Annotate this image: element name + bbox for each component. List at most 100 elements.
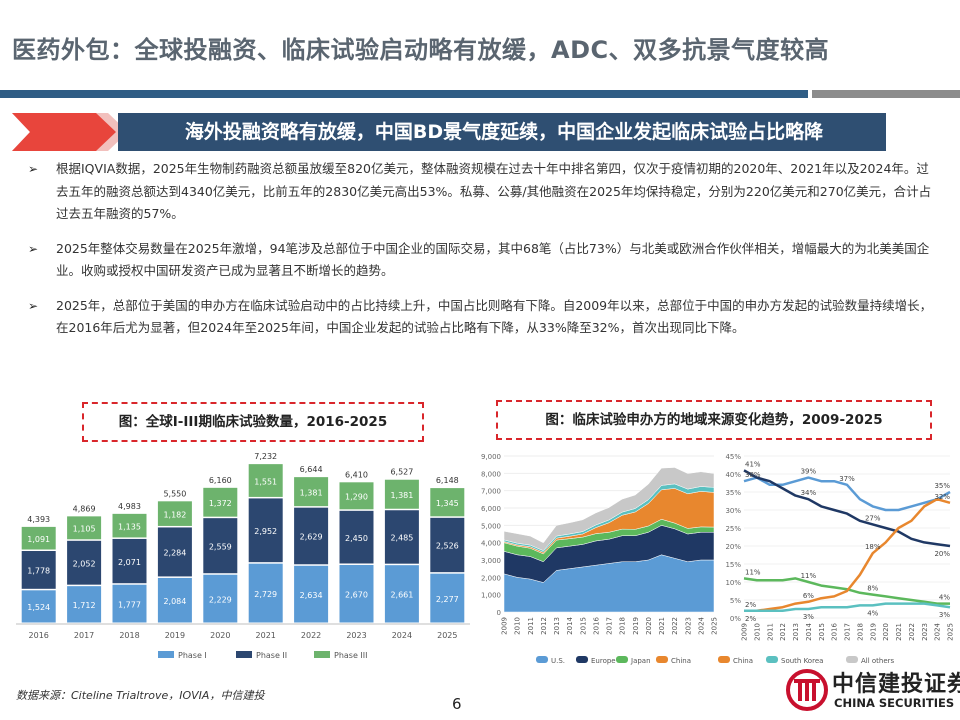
legend-swatch xyxy=(236,651,252,658)
bullet-text: 根据IQVIA数据，2025年生物制药融资总额虽放缓至820亿美元，整体融资规模… xyxy=(56,161,932,221)
bar-value-label: 1,372 xyxy=(209,499,232,508)
line-data-label: 34% xyxy=(801,489,817,497)
y-tick-label: 20% xyxy=(725,543,741,551)
title-rule xyxy=(0,90,808,98)
legend-swatch xyxy=(576,656,588,663)
caption-right-charts: 图：临床试验申办方的地域来源变化趋势，2009-2025 xyxy=(496,400,932,440)
x-tick-label: 2011 xyxy=(766,623,774,641)
logo-company-english: CHINA SECURITIES xyxy=(834,696,955,710)
line-data-label: 20% xyxy=(934,550,950,558)
bar-value-label: 1,551 xyxy=(254,477,277,486)
y-tick-label: 0 xyxy=(497,609,501,617)
x-tick-label: 2017 xyxy=(606,617,614,635)
x-tick-label: 2025 xyxy=(711,617,719,635)
bar-value-label: 2,629 xyxy=(300,533,323,542)
y-tick-label: 15% xyxy=(725,561,741,569)
bullet-item-trials: ➢ 2025年，总部位于美国的申办方在临床试验启动中的占比持续上升，中国占比则略… xyxy=(28,295,940,340)
bar-total-label: 6,160 xyxy=(209,476,232,485)
bar-value-label: 2,729 xyxy=(254,590,277,599)
bar-segment xyxy=(67,540,102,585)
x-tick-label: 2015 xyxy=(818,623,826,641)
line-data-label: 4% xyxy=(867,609,878,617)
line-data-label: 2% xyxy=(745,615,756,623)
bar-value-label: 2,526 xyxy=(436,542,459,551)
y-tick-label: 4,000 xyxy=(481,540,501,548)
bar-value-label: 1,777 xyxy=(118,600,141,609)
legend-swatch xyxy=(314,651,330,658)
legend-label: U.S. xyxy=(551,657,565,665)
line-data-label: 4% xyxy=(939,594,950,602)
legend-swatch xyxy=(846,656,858,663)
y-tick-label: 1,000 xyxy=(481,592,501,600)
x-tick-label: 2010 xyxy=(753,623,761,641)
banner-text: 海外投融资略有放缓，中国BD景气度延续，中国企业发起临床试验占比略降 xyxy=(184,121,824,143)
x-tick-label: 2019 xyxy=(165,631,185,640)
bar-segment xyxy=(339,482,374,510)
y-tick-label: 45% xyxy=(725,453,741,461)
line-data-label: 27% xyxy=(865,514,881,522)
x-tick-label: 2011 xyxy=(527,617,535,635)
y-tick-label: 6,000 xyxy=(481,505,501,513)
bar-total-label: 4,393 xyxy=(27,515,50,524)
line-data-label: 39% xyxy=(801,468,817,476)
bar-value-label: 2,084 xyxy=(163,597,186,606)
bar-segment xyxy=(112,538,147,584)
legend-swatch xyxy=(718,656,730,663)
bar-value-label: 1,524 xyxy=(27,603,50,612)
x-tick-label: 2014 xyxy=(805,622,813,640)
bar-value-label: 2,670 xyxy=(345,590,368,599)
x-tick-label: 2009 xyxy=(741,623,749,641)
bar-total-label: 4,869 xyxy=(73,504,96,513)
line-data-label: 37% xyxy=(839,475,855,483)
trials-by-phase-chart: 1,524 1,778 1,091 4,393 2016 1,712 2,052 1,105 4… xyxy=(16,452,470,660)
sponsor-share-line-chart: 0% 5% 10% 15% 20% 25% 30% 35% 40% 45% 41% 38% 39% 34%… xyxy=(718,453,955,665)
x-tick-label: 2017 xyxy=(844,623,852,641)
y-tick-label: 0% xyxy=(730,615,741,623)
bullet-item-deals: ➢ 2025年整体交易数量在2025年激增，94笔涉及总部位于中国企业的国际交易… xyxy=(28,238,940,283)
page-title: 医药外包：全球投融资、临床试验启动略有放缓，ADC、双多抗景气度较高 xyxy=(12,36,830,64)
bar-segment xyxy=(339,510,374,564)
logo-company-name: 中信建投证券 xyxy=(832,672,960,697)
y-tick-label: 8,000 xyxy=(481,470,501,478)
x-tick-label: 2021 xyxy=(256,631,276,640)
bar-segment xyxy=(248,464,283,497)
line-data-label: 38% xyxy=(745,471,761,479)
y-tick-label: 5,000 xyxy=(481,522,501,530)
x-tick-label: 2023 xyxy=(921,623,929,641)
bar-value-label: 2,284 xyxy=(163,549,186,558)
x-tick-label: 2023 xyxy=(684,617,692,635)
x-tick-label: 2025 xyxy=(437,631,457,640)
bar-value-label: 2,277 xyxy=(436,595,459,604)
line-series-europe xyxy=(743,469,951,548)
bar-segment xyxy=(384,565,419,623)
x-tick-label: 2009 xyxy=(501,617,509,635)
sponsor-count-area-chart: 0 1,000 2,000 3,000 4,000 5,000 6,000 7,000 8,00… xyxy=(481,453,719,665)
x-tick-label: 2020 xyxy=(210,631,230,640)
line-data-label: 18% xyxy=(865,543,881,551)
x-tick-label: 2022 xyxy=(908,623,916,641)
bar-value-label: 2,952 xyxy=(254,527,277,536)
bar-segment xyxy=(339,564,374,623)
y-tick-label: 3,000 xyxy=(481,557,501,565)
line-series-china xyxy=(744,497,951,613)
line-data-label: 3% xyxy=(803,613,814,621)
citic-logo-icon xyxy=(786,669,828,711)
bar-value-label: 2,450 xyxy=(345,534,368,543)
bar-segment xyxy=(203,574,238,623)
company-logo: 中信建投证券 CHINA SECURITIES xyxy=(786,662,960,718)
bar-value-label: 2,229 xyxy=(209,595,232,604)
bar-segment xyxy=(67,516,102,540)
legend-label: All others xyxy=(861,657,895,665)
bar-value-label: 2,661 xyxy=(390,591,413,600)
x-tick-label: 2016 xyxy=(592,616,600,634)
page-number: 6 xyxy=(452,695,462,713)
line-data-label: 2% xyxy=(745,601,756,609)
bar-value-label: 1,105 xyxy=(73,525,96,534)
bar-segment xyxy=(67,586,102,623)
line-data-label: 11% xyxy=(801,572,817,580)
x-tick-label: 2021 xyxy=(658,617,666,635)
legend-label: Phase II xyxy=(256,651,287,660)
legend-label: Phase I xyxy=(178,651,207,660)
arrow-bullet-icon: ➢ xyxy=(28,162,39,176)
bar-segment xyxy=(384,479,419,509)
